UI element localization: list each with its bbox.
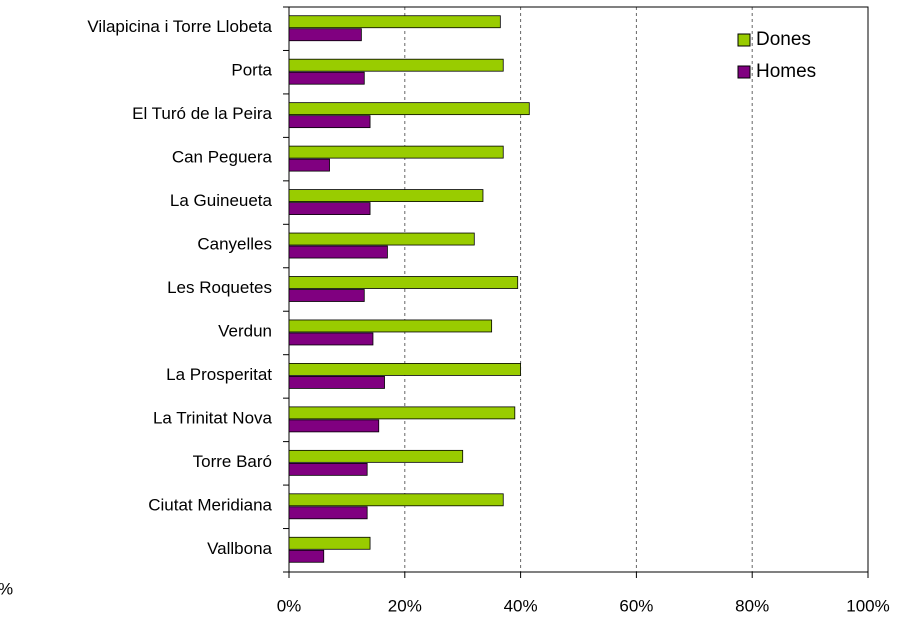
bar	[288, 462, 368, 476]
x-tick-label: 100%	[846, 596, 889, 615]
legend-label: Dones	[756, 29, 811, 50]
y-tick-label: La Prosperitat	[166, 365, 272, 384]
bar	[288, 363, 522, 376]
y-tick-label: Canyelles	[197, 235, 272, 254]
y-tick-label: La Trinitat Nova	[153, 408, 273, 427]
y-tick-label: Verdun	[218, 321, 272, 340]
y-tick-label: Porta	[231, 61, 272, 80]
legend-swatch	[737, 65, 751, 79]
bar	[288, 406, 516, 420]
x-tick-label: 20%	[388, 596, 422, 615]
bar	[288, 419, 380, 433]
x-tick-label: 60%	[619, 596, 653, 615]
y-tick-label: El Turó de la Peira	[132, 104, 272, 123]
annotation: %	[0, 579, 13, 598]
bar	[288, 102, 530, 116]
bar	[288, 115, 371, 129]
y-tick-label: Les Roquetes	[167, 278, 272, 297]
bar	[288, 158, 330, 172]
bar	[288, 332, 374, 346]
bar	[288, 71, 365, 85]
legend-label: Homes	[756, 61, 816, 82]
x-tick-label: 40%	[504, 596, 538, 615]
y-tick-label: Torre Baró	[193, 452, 272, 471]
y-tick-label: Vilapicina i Torre Llobeta	[87, 17, 272, 36]
plot-frame	[288, 6, 869, 573]
y-tick-label: La Guineueta	[170, 191, 273, 210]
bar	[288, 536, 371, 550]
bar	[288, 549, 325, 563]
bar	[288, 506, 368, 520]
bar	[288, 145, 504, 159]
bar	[288, 319, 493, 333]
bar	[288, 289, 365, 302]
y-tick-label: Ciutat Meridiana	[148, 495, 272, 514]
bar	[288, 276, 519, 289]
bar	[288, 189, 484, 202]
bar	[288, 58, 504, 72]
bar	[288, 202, 371, 215]
bar	[288, 376, 385, 389]
bar	[288, 28, 362, 42]
legend-swatch	[737, 33, 751, 47]
bar	[288, 245, 388, 259]
x-tick-label: 0%	[277, 596, 302, 615]
bar	[288, 493, 504, 507]
bar	[288, 15, 501, 29]
x-tick-label: 80%	[735, 596, 769, 615]
bar	[288, 449, 464, 463]
bar	[288, 232, 475, 246]
y-tick-label: Vallbona	[207, 539, 272, 558]
y-tick-label: Can Peguera	[172, 148, 273, 167]
